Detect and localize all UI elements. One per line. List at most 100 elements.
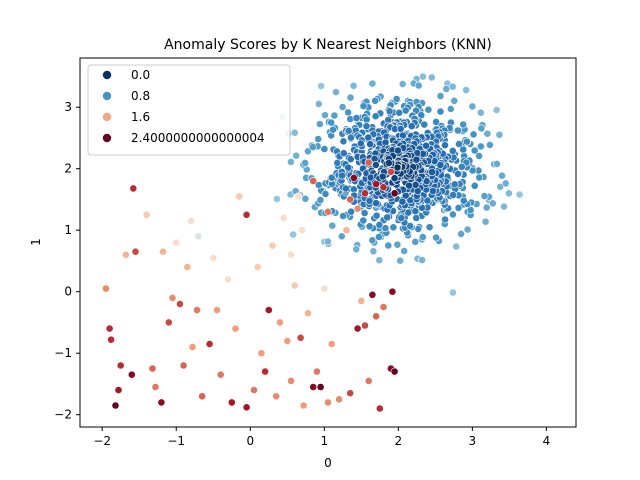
data-point [330, 111, 339, 120]
data-point [142, 210, 151, 219]
legend-label: 0.0 [131, 68, 150, 82]
data-point [405, 181, 413, 190]
data-point [383, 213, 392, 222]
data-point [188, 343, 197, 351]
data-point [361, 189, 369, 198]
data-point [362, 115, 371, 124]
data-point [411, 180, 420, 189]
data-point [414, 224, 423, 233]
data-point [375, 404, 384, 413]
y-axis-ticks: −2 −1 0 1 2 3 [54, 100, 80, 422]
legend-label: 2.4000000000000004 [131, 131, 265, 145]
data-point [470, 181, 479, 190]
data-point [480, 192, 489, 200]
data-point [359, 216, 368, 225]
data-point [424, 105, 433, 114]
data-point [328, 221, 337, 230]
data-point [338, 103, 347, 111]
data-point [287, 376, 295, 385]
data-point [385, 107, 394, 116]
data-point [102, 284, 110, 293]
data-point [441, 141, 449, 150]
data-point [452, 242, 461, 251]
data-point [346, 93, 355, 102]
data-point [317, 82, 326, 90]
x-tick-label: −1 [167, 434, 185, 448]
data-point [292, 151, 301, 160]
data-point [428, 187, 437, 195]
chart-title: Anomaly Scores by K Nearest Neighbors (K… [164, 37, 492, 53]
data-point [500, 202, 508, 211]
legend-marker [102, 70, 112, 80]
data-point [372, 180, 380, 188]
data-point [495, 130, 504, 139]
data-point [287, 250, 295, 259]
data-point [324, 398, 332, 407]
data-point [193, 306, 201, 314]
data-point [312, 367, 321, 376]
data-point [375, 220, 384, 229]
x-tick-label: 1 [320, 434, 328, 448]
data-point [362, 122, 371, 131]
data-point [314, 100, 323, 108]
data-point [216, 370, 225, 379]
data-point [242, 210, 251, 219]
data-point [381, 224, 390, 233]
data-point [359, 102, 368, 110]
data-point [114, 386, 123, 394]
data-point [294, 192, 303, 201]
data-point [357, 296, 366, 305]
data-point [227, 398, 236, 407]
data-point [194, 232, 203, 241]
data-point [151, 383, 160, 391]
data-point [183, 263, 192, 271]
data-point [366, 140, 374, 149]
data-point [368, 290, 377, 299]
data-point [459, 120, 468, 129]
data-point [339, 212, 347, 220]
data-point [301, 194, 310, 203]
data-point [329, 125, 337, 134]
legend-marker [102, 112, 112, 122]
data-point [378, 172, 387, 181]
y-tick-label: 2 [64, 162, 72, 176]
data-point [299, 401, 308, 410]
data-point [371, 160, 380, 169]
data-point [364, 158, 373, 167]
data-point [320, 145, 329, 153]
data-point [344, 108, 352, 117]
data-point [477, 124, 486, 133]
data-point [242, 403, 251, 412]
data-point [198, 392, 206, 401]
data-point [235, 192, 244, 201]
data-point [320, 284, 329, 293]
data-point [401, 106, 410, 115]
data-point [290, 281, 299, 290]
data-point [515, 190, 524, 199]
data-point [393, 240, 402, 249]
data-point [482, 203, 491, 212]
legend-box [87, 64, 291, 156]
data-point [446, 105, 455, 113]
data-point [105, 324, 114, 333]
x-tick-label: 4 [543, 434, 551, 448]
data-point [392, 95, 401, 103]
data-point [390, 189, 399, 198]
data-point [455, 140, 463, 148]
scatter-points [102, 72, 524, 413]
data-point [111, 401, 120, 410]
data-point [485, 140, 494, 149]
data-point [309, 177, 318, 185]
data-point [365, 222, 374, 231]
data-point [468, 166, 477, 175]
data-point [419, 72, 427, 81]
data-point [279, 213, 288, 222]
data-point [321, 111, 329, 120]
data-point [492, 106, 501, 114]
data-point [337, 232, 346, 241]
data-point [448, 288, 457, 297]
x-tick-label: 0 [246, 434, 254, 448]
data-point [356, 139, 365, 148]
data-point [275, 318, 284, 327]
data-point [379, 303, 388, 311]
